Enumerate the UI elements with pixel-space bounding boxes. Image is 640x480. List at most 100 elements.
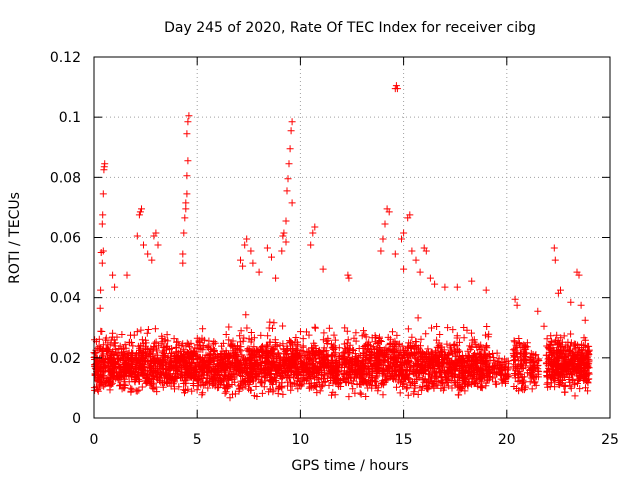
data-point <box>163 365 171 373</box>
data-point <box>141 377 149 385</box>
data-point <box>564 360 572 368</box>
data-point <box>484 333 492 341</box>
y-tick-label: 0.08 <box>50 170 81 186</box>
data-point <box>463 326 471 334</box>
data-point <box>310 339 318 347</box>
data-point <box>444 324 452 332</box>
data-point <box>409 342 417 350</box>
data-point <box>184 118 192 126</box>
data-point <box>298 360 306 367</box>
data-point <box>409 378 416 386</box>
data-point <box>307 241 315 249</box>
data-point <box>199 342 207 350</box>
data-point <box>449 326 457 334</box>
data-point <box>299 335 307 343</box>
x-tick-label: 20 <box>498 432 516 448</box>
data-point <box>351 370 359 378</box>
data-point <box>563 359 571 367</box>
data-point <box>198 334 206 342</box>
data-point <box>179 340 187 348</box>
data-point <box>422 330 430 338</box>
data-point <box>349 362 357 370</box>
data-point <box>555 377 563 385</box>
data-point <box>442 360 450 368</box>
data-point <box>147 380 155 387</box>
data-point <box>97 344 105 352</box>
data-point <box>371 382 379 390</box>
data-point <box>172 343 180 351</box>
data-point <box>191 363 199 371</box>
data-point <box>205 379 213 387</box>
data-point <box>97 286 105 294</box>
data-point <box>532 381 540 389</box>
data-point <box>478 344 486 352</box>
data-point <box>404 391 412 399</box>
data-point <box>264 368 272 376</box>
data-point <box>325 324 333 332</box>
data-point <box>311 382 319 389</box>
data-point <box>224 382 232 390</box>
data-point <box>401 370 409 378</box>
data-point <box>418 352 426 360</box>
data-point <box>320 372 328 380</box>
data-point <box>101 160 109 168</box>
data-point <box>229 337 237 345</box>
data-point <box>158 364 166 372</box>
y-tick-label: 0.06 <box>50 231 81 247</box>
data-point <box>566 382 574 390</box>
data-point <box>398 355 406 362</box>
data-point <box>275 356 283 364</box>
data-point <box>284 175 292 183</box>
data-point <box>237 343 245 351</box>
data-point <box>513 301 521 309</box>
data-point <box>495 365 503 372</box>
data-point <box>570 365 577 373</box>
data-point <box>462 369 470 377</box>
data-point <box>241 376 249 384</box>
data-point <box>436 331 444 338</box>
data-point <box>379 377 387 385</box>
data-point <box>518 373 526 381</box>
data-point <box>232 345 240 353</box>
data-point <box>109 354 117 362</box>
data-point <box>545 364 553 372</box>
data-point <box>398 376 406 384</box>
data-point <box>201 380 209 388</box>
data-point <box>136 208 144 216</box>
data-point <box>393 383 400 391</box>
data-point <box>169 380 177 388</box>
data-point <box>299 374 307 382</box>
data-point <box>414 391 422 398</box>
data-point <box>315 349 323 357</box>
data-point <box>571 392 579 400</box>
data-point <box>414 314 422 322</box>
data-point <box>99 352 107 360</box>
data-point <box>297 328 304 336</box>
data-point <box>302 361 310 369</box>
data-point <box>574 380 581 387</box>
data-point <box>352 329 360 337</box>
data-point <box>456 353 464 361</box>
data-point <box>575 271 583 279</box>
data-point <box>461 372 469 380</box>
data-point <box>447 344 455 352</box>
data-point <box>412 342 420 349</box>
data-point <box>268 357 276 365</box>
data-point <box>143 346 151 353</box>
data-point <box>374 387 382 395</box>
data-point <box>567 368 574 376</box>
data-point <box>444 368 452 375</box>
data-point <box>287 367 295 375</box>
data-point <box>408 333 416 341</box>
data-point <box>567 298 575 306</box>
data-point <box>341 324 349 332</box>
data-point <box>585 342 593 350</box>
data-point <box>344 336 352 344</box>
data-point <box>193 348 201 356</box>
data-point <box>136 361 144 369</box>
data-point <box>511 338 519 346</box>
data-point <box>182 205 190 213</box>
data-point <box>242 311 250 319</box>
data-point <box>316 387 324 395</box>
data-point <box>180 361 188 369</box>
